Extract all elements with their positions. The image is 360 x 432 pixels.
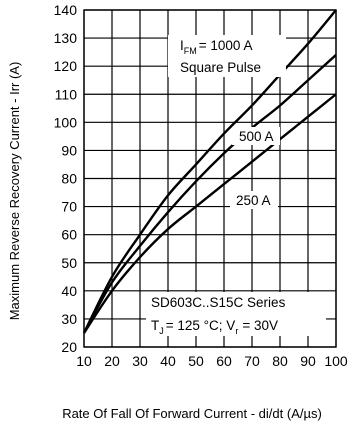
series-title-label: SD603C..S15C Series [151,295,286,310]
x-tick-label: 30 [132,353,148,369]
x-axis-label: Rate Of Fall Of Forward Current - di/dt … [62,406,322,421]
x-tick-label: 100 [324,353,348,369]
x-tick-label: 20 [104,353,120,369]
y-tick-label: 70 [61,199,77,215]
y-tick-label: 120 [54,58,78,74]
x-tick-label: 40 [160,353,176,369]
plot-frame [83,9,337,348]
x-tick-label: 60 [216,353,232,369]
x-tick-label: 70 [244,353,260,369]
y-tick-label: 80 [61,171,77,187]
y-tick-label: 50 [61,255,77,271]
y-axis-label: Maximum Reverse Recovery Current - Irr (… [7,62,22,321]
y-tick-label: 30 [61,311,77,327]
series-line-1 [82,54,337,334]
series-line-2 [83,93,337,334]
curve-label-250a: 250 A [236,193,271,208]
y-tick-label: 90 [61,142,77,158]
label-250-bg [230,191,278,209]
x-tick-label: 10 [76,353,92,369]
conditions-label: TJ = 125 °C; Vr = 30V [151,318,278,336]
x-tick-label: 80 [272,353,288,369]
label-500-bg [232,127,280,145]
series-layer [82,9,337,334]
tick-labels: 10 20 30 40 50 60 70 80 90 1002030405060708090100… [54,2,348,369]
curve-label-500a: 500 A [239,129,274,144]
y-tick-label: 140 [54,2,78,18]
y-tick-label: 60 [61,227,77,243]
series-info-bg [146,292,326,336]
ifm-label-bg [168,35,286,77]
y-tick-label: 40 [61,283,77,299]
pulse-label: Square Pulse [180,60,261,75]
x-tick-label: 90 [300,353,316,369]
y-tick-label: 100 [54,114,78,130]
ifm-label: IFM = 1000 A [180,38,252,56]
series-line-0 [82,9,337,334]
y-tick-label: 20 [61,339,77,355]
x-tick-label: 50 [188,353,204,369]
y-tick-label: 110 [55,86,78,102]
y-tick-label: 130 [54,30,78,46]
